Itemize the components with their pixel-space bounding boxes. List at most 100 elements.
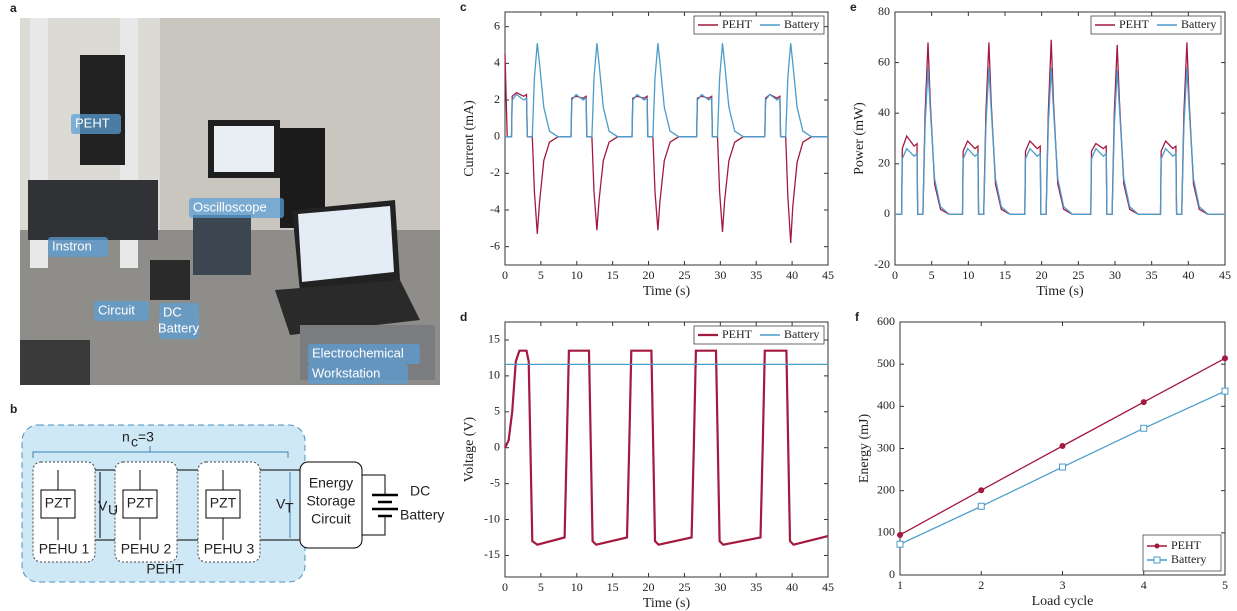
x-tick-label: 45 <box>1219 268 1231 282</box>
x-tick-label: 25 <box>678 268 690 282</box>
y-tick-label: 2 <box>494 92 500 106</box>
x-tick-label: 20 <box>1036 268 1048 282</box>
battery-label: Battery <box>400 507 444 523</box>
x-tick-label: 5 <box>538 268 544 282</box>
group-label: PEHT <box>146 561 184 577</box>
tag-box <box>94 301 149 321</box>
pzt-box <box>205 489 241 519</box>
marker <box>1059 442 1066 449</box>
y-tick-label: 10 <box>488 368 500 382</box>
photo-battery <box>150 260 190 300</box>
y-tick-label: 0 <box>494 439 500 453</box>
photo-tag: DC <box>163 304 182 319</box>
x-tick-label: 10 <box>571 268 583 282</box>
photo-screen <box>214 126 274 172</box>
y-axis-label: Power (mW) <box>852 102 867 175</box>
photo-tag: Oscilloscope <box>193 199 267 214</box>
marker <box>1140 424 1148 432</box>
y-tick-label: 500 <box>877 356 895 370</box>
y-tick-label: 4 <box>494 55 500 69</box>
y-axis-label: Energy (mJ) <box>857 413 872 483</box>
vu-base: V <box>98 498 108 514</box>
panel-label: c <box>460 0 467 14</box>
y-tick-label: 0 <box>884 206 890 220</box>
x-axis-label: Time (s) <box>643 284 691 299</box>
x-tick-label: 25 <box>678 580 690 594</box>
x-tick-label: 0 <box>892 268 898 282</box>
panel-label: b <box>10 402 17 416</box>
legend-marker <box>1153 556 1161 564</box>
x-tick-label: 5 <box>538 580 544 594</box>
x-tick-label: 15 <box>607 268 619 282</box>
y-tick-label: 0 <box>889 567 895 581</box>
legend-label: Battery <box>1181 17 1216 31</box>
x-tick-label: 5 <box>1222 578 1228 592</box>
x-axis-label: Load cycle <box>1032 594 1094 609</box>
legend-box <box>1090 15 1222 35</box>
y-tick-label: -20 <box>874 257 890 271</box>
marker <box>1140 399 1147 406</box>
marker <box>1222 355 1228 362</box>
battery-label: DC <box>410 483 430 499</box>
y-tick-label: 100 <box>877 525 895 539</box>
circuit-label: Energy <box>309 475 353 491</box>
y-tick-label: 60 <box>878 54 890 68</box>
legend-label: Battery <box>784 17 819 31</box>
wire <box>362 474 386 536</box>
x-tick-label: 0 <box>502 580 508 594</box>
y-tick-label: -10 <box>484 511 500 525</box>
x-tick-label: 45 <box>822 580 834 594</box>
pzt-box <box>40 489 76 519</box>
y-tick-label: 20 <box>878 156 890 170</box>
x-tick-label: 35 <box>1146 268 1158 282</box>
y-tick-label: 6 <box>494 18 500 32</box>
series-line <box>895 67 1225 216</box>
nc-sub: c <box>131 434 138 450</box>
unit-label: PEHU 1 <box>39 541 90 557</box>
x-tick-label: 3 <box>1060 578 1066 592</box>
tag-box <box>308 364 408 384</box>
circuit-box <box>299 461 363 549</box>
panel-label: d <box>460 310 467 324</box>
y-axis-label: Voltage (V) <box>462 416 477 482</box>
axes-box <box>504 321 829 578</box>
x-tick-label: 10 <box>962 268 974 282</box>
x-tick-label: 15 <box>607 580 619 594</box>
photo-tag: Electrochemical <box>312 345 404 360</box>
x-tick-label: 40 <box>786 268 798 282</box>
x-tick-label: 40 <box>786 580 798 594</box>
legend-box <box>693 15 825 35</box>
x-tick-label: 4 <box>1141 578 1147 592</box>
x-tick-label: 20 <box>643 580 655 594</box>
photo-oscilloscope <box>193 215 251 275</box>
brace <box>32 446 289 458</box>
vt-base: V <box>276 496 286 512</box>
legend-box <box>693 325 825 345</box>
x-tick-label: 35 <box>750 580 762 594</box>
vt-sub: T <box>285 500 294 516</box>
pzt-box <box>122 489 158 519</box>
vu-sub: U <box>108 502 118 518</box>
panel-label: a <box>10 1 17 15</box>
x-tick-label: 30 <box>714 268 726 282</box>
x-axis-label: Time (s) <box>1036 284 1084 299</box>
legend-box <box>1142 534 1222 572</box>
y-tick-label: 0 <box>494 128 500 142</box>
x-tick-label: 15 <box>999 268 1011 282</box>
tag-box <box>308 344 420 364</box>
circuit-label: Storage <box>306 493 355 509</box>
photo-tag: Workstation <box>312 365 380 380</box>
legend-marker <box>1154 543 1160 549</box>
legend-label: Battery <box>784 327 819 341</box>
x-tick-label: 40 <box>1182 268 1194 282</box>
tag-box <box>159 303 199 339</box>
x-tick-label: 35 <box>750 268 762 282</box>
unit-label: PEHU 3 <box>204 541 255 557</box>
photo-tag: Instron <box>52 238 92 253</box>
y-tick-label: 600 <box>877 314 895 328</box>
photo-laptop-screen <box>298 206 394 282</box>
x-tick-label: 0 <box>502 268 508 282</box>
x-tick-label: 30 <box>1109 268 1121 282</box>
legend-label: PEHT <box>1119 17 1150 31</box>
